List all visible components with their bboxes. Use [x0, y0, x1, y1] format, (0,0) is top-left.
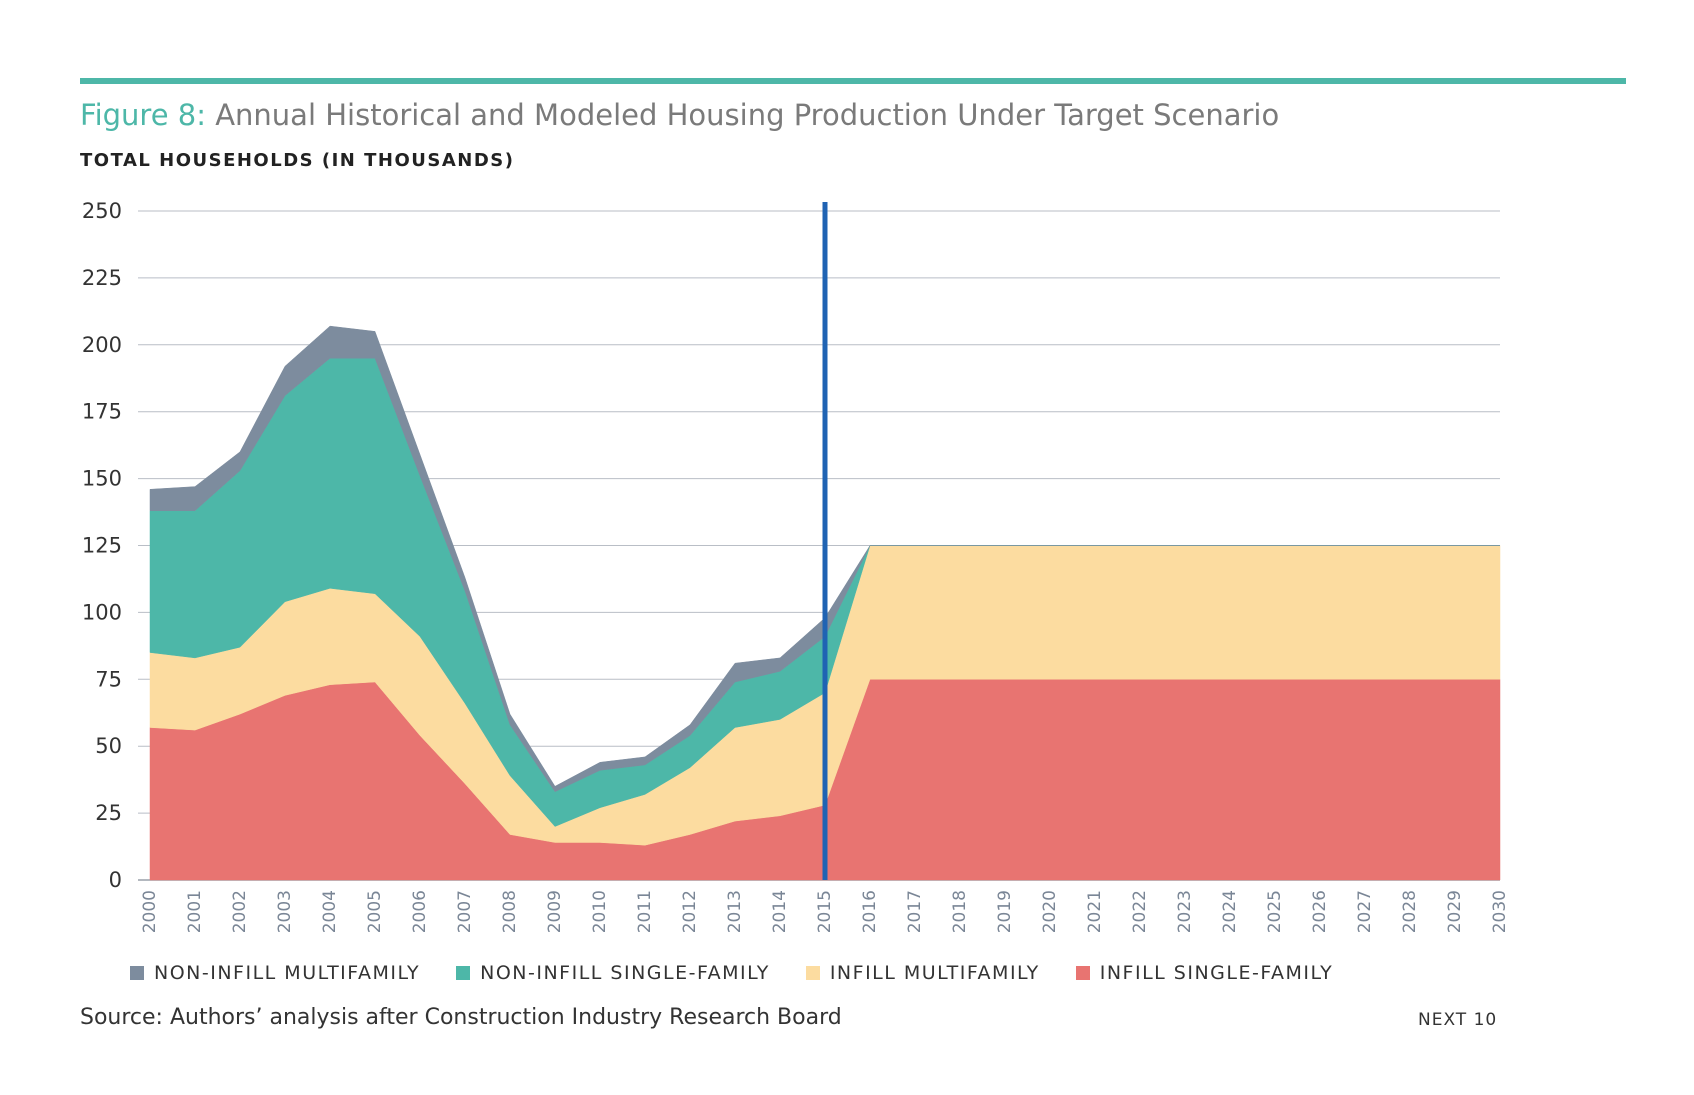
legend-label: NON-INFILL MULTIFAMILY: [154, 962, 421, 984]
y-tick-label: 50: [95, 734, 122, 758]
legend-swatch: [456, 966, 471, 980]
y-axis-label: TOTAL HOUSEHOLDS (IN THOUSANDS): [80, 150, 515, 171]
y-tick-label: 100: [82, 600, 122, 624]
x-tick-label: 2016: [860, 890, 880, 933]
x-tick-label: 2004: [320, 890, 340, 933]
x-tick-label: 2021: [1085, 890, 1105, 933]
x-tick-label: 2018: [950, 890, 970, 933]
legend-swatch: [130, 966, 144, 980]
x-tick-label: 2023: [1175, 890, 1195, 933]
x-tick-label: 2010: [590, 890, 610, 933]
legend-swatch: [805, 966, 820, 980]
legend-item-infill-multifamily: INFILL MULTIFAMILY: [805, 962, 1040, 984]
x-tick-label: 2013: [725, 890, 745, 933]
y-tick-label: 200: [82, 333, 122, 357]
x-tick-label: 2019: [995, 890, 1015, 933]
legend-item-non-infill-single-family: NON-INFILL SINGLE-FAMILY: [456, 962, 770, 984]
legend-label: INFILL MULTIFAMILY: [829, 962, 1040, 984]
y-tick-label: 125: [82, 534, 122, 558]
y-tick-label: 75: [95, 667, 122, 691]
x-tick-label: 2012: [680, 890, 700, 933]
y-tick-label: 225: [82, 266, 122, 290]
x-tick-label: 2022: [1130, 890, 1150, 933]
x-tick-label: 2009: [545, 890, 565, 933]
brand-label: NEXT 10: [1418, 1010, 1498, 1030]
x-tick-label: 2001: [185, 890, 205, 933]
x-tick-labels: 2000 2001 2002 2003 2004 2005 2006 2007 2008 2009…: [140, 890, 1510, 933]
area-non-infill-multifamily: [149, 325, 1500, 793]
x-tick-label: 2007: [455, 890, 475, 933]
x-tick-label: 2017: [905, 890, 925, 933]
x-tick-label: 2003: [275, 890, 295, 933]
x-tick-label: 2020: [1040, 890, 1060, 933]
x-tick-label: 2024: [1220, 890, 1240, 933]
y-tick-label: 25: [95, 801, 122, 825]
legend-label: NON-INFILL SINGLE-FAMILY: [480, 962, 770, 984]
x-tick-label: 2014: [770, 890, 790, 933]
legend-label: INFILL SINGLE-FAMILY: [1099, 962, 1334, 984]
legend-swatch: [1075, 966, 1090, 980]
legend-item-non-infill-multifamily: NON-INFILL MULTIFAMILY: [130, 962, 420, 984]
y-tick-labels: 0 25 50 75 100 125 150 175 200 225 250: [82, 199, 122, 892]
y-tick-label: 150: [82, 467, 122, 491]
y-tick-label: 0: [109, 868, 122, 892]
x-tick-label: 2002: [230, 890, 250, 933]
x-tick-label: 2006: [410, 890, 430, 933]
figure-label: Figure 8:: [80, 98, 206, 132]
x-tick-label: 2028: [1400, 890, 1420, 933]
source-note: Source: Authors’ analysis after Construc…: [80, 1005, 842, 1030]
y-tick-label: 250: [82, 199, 122, 223]
legend-item-infill-single-family: INFILL SINGLE-FAMILY: [1075, 962, 1334, 984]
x-tick-label: 2000: [140, 890, 160, 933]
figure-title: Annual Historical and Modeled Housing Pr…: [215, 98, 1280, 132]
legend: NON-INFILL MULTIFAMILY NON-INFILL SINGLE-…: [130, 962, 1333, 984]
x-tick-label: 2029: [1445, 890, 1465, 933]
chart-title: Figure 8: Annual Historical and Modeled …: [80, 98, 1279, 132]
x-tick-label: 2026: [1310, 890, 1330, 933]
x-tick-label: 2030: [1490, 890, 1510, 933]
x-tick-label: 2011: [635, 890, 655, 933]
top-rule: [80, 78, 1626, 84]
x-tick-label: 2025: [1265, 890, 1285, 933]
x-tick-label: 2005: [365, 890, 385, 933]
x-tick-label: 2027: [1355, 890, 1375, 933]
x-tick-label: 2008: [500, 890, 520, 933]
y-tick-label: 175: [82, 400, 122, 424]
x-tick-label: 2015: [815, 890, 835, 933]
